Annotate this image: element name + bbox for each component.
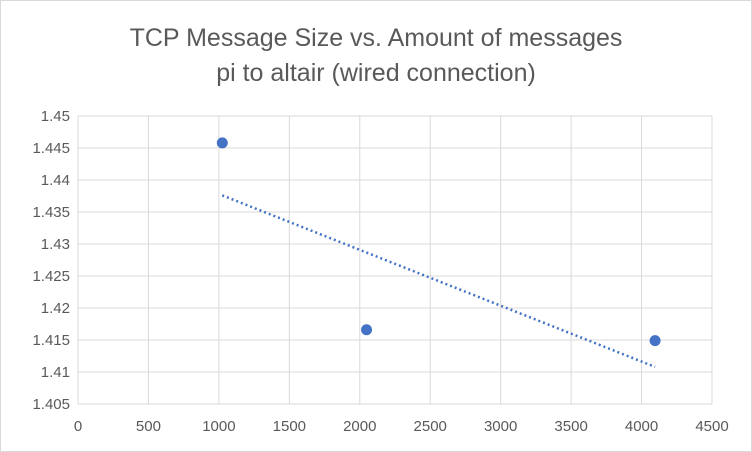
gridlines (77, 115, 713, 405)
y-tick-label: 1.415 (32, 332, 70, 349)
trendline-layer (221, 194, 656, 369)
y-tick-label: 1.445 (32, 140, 70, 157)
x-axis-tick-labels: 0 500 1000 1500 2000 2500 3000 3500 4000 4500 (74, 418, 729, 435)
y-tick-label: 1.44 (41, 172, 70, 189)
y-tick-label: 1.42 (41, 300, 70, 317)
x-tick-label: 2000 (343, 418, 376, 435)
data-point (361, 324, 373, 336)
data-points (216, 137, 661, 347)
y-tick-label: 1.43 (41, 236, 70, 253)
x-tick-label: 4000 (625, 418, 658, 435)
x-tick-label: 1000 (202, 418, 235, 435)
x-tick-label: 0 (74, 418, 82, 435)
y-axis-tick-labels: 1.405 1.41 1.415 1.42 1.425 1.43 1.435 1.44 1.44… (32, 108, 70, 413)
x-tick-label: 2500 (414, 418, 447, 435)
data-point (649, 335, 661, 347)
x-tick-label: 500 (136, 418, 161, 435)
y-tick-label: 1.45 (41, 108, 70, 125)
y-tick-label: 1.41 (41, 364, 70, 381)
y-tick-label: 1.435 (32, 204, 70, 221)
chart-subtitle: pi to altair (wired connection) (216, 59, 536, 87)
x-tick-label: 1500 (273, 418, 306, 435)
data-point (216, 137, 228, 149)
x-tick-label: 4500 (695, 418, 728, 435)
linear-trendline (221, 194, 656, 369)
chart-title: TCP Message Size vs. Amount of messages (129, 24, 623, 52)
x-tick-label: 3000 (484, 418, 517, 435)
x-tick-label: 3500 (554, 418, 587, 435)
y-tick-label: 1.425 (32, 268, 70, 285)
y-tick-label: 1.405 (32, 396, 70, 413)
